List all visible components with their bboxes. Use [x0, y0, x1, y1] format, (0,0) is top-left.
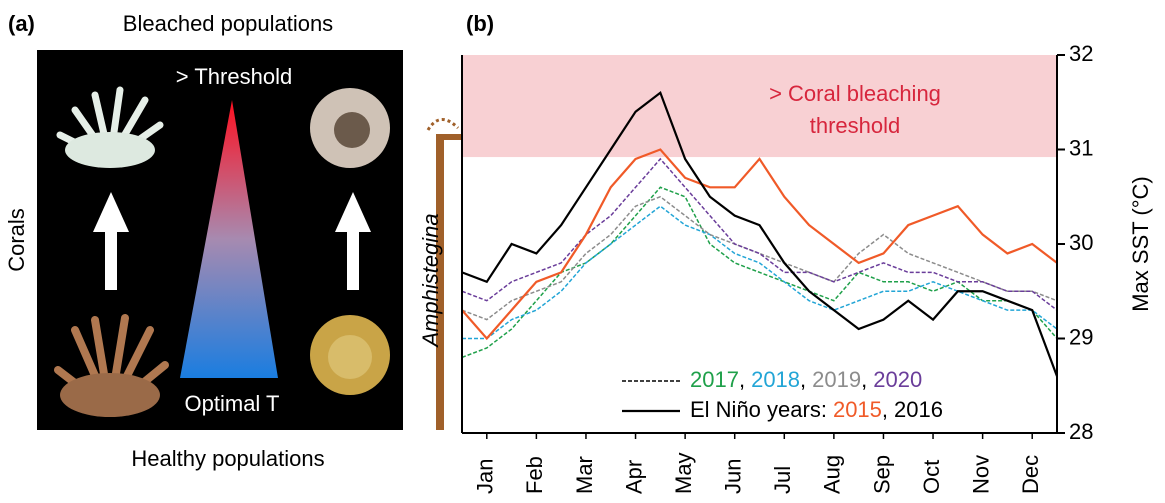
series-line: [462, 159, 1057, 310]
threshold-label: > Threshold: [176, 64, 292, 89]
legend-label: 2018: [751, 367, 800, 392]
x-tick-label: Aug: [820, 455, 845, 494]
legend-separator: ,: [800, 367, 806, 392]
legend-separator: ,: [861, 367, 867, 392]
side-label: Corals: [4, 208, 29, 272]
x-tick-label: May: [671, 452, 696, 494]
x-tick-label: Jul: [770, 466, 795, 494]
series-line: [462, 197, 1057, 320]
legend-label: 2019: [812, 367, 861, 392]
x-tick-label: Sep: [869, 455, 894, 494]
legend-entry: El Niño years:2015,2016: [690, 397, 943, 422]
organism-arrow: [428, 119, 458, 130]
panel-a: (a) Bleached populations Healthy populat…: [4, 11, 403, 471]
y-tick-label: 28: [1069, 419, 1093, 444]
series-line: [462, 187, 1057, 357]
x-tick-label: Jun: [721, 459, 746, 494]
organism-bar-cap: [436, 134, 464, 140]
legend-label: 2017: [690, 367, 739, 392]
panel-top-label: Bleached populations: [123, 11, 333, 36]
x-tick-label: Apr: [621, 460, 646, 494]
legend-group-label: El Niño years:: [690, 397, 827, 422]
legend-entry: 2017,2018,2019,2020: [690, 367, 922, 392]
optimal-label: Optimal T: [185, 391, 280, 416]
y-tick-label: 32: [1069, 41, 1093, 66]
page: (a) Bleached populations Healthy populat…: [0, 0, 1165, 503]
legend-separator: ,: [882, 397, 888, 422]
legend-separator: ,: [739, 367, 745, 392]
bleached-foram-center: [334, 112, 370, 148]
healthy-foram-center: [328, 335, 372, 379]
legend-label: 2016: [894, 397, 943, 422]
legend-label: 2020: [873, 367, 922, 392]
y-tick-label: 30: [1069, 230, 1093, 255]
annotation: threshold: [810, 113, 901, 138]
legend-label: 2015: [833, 397, 882, 422]
panel-label: (a): [8, 11, 35, 36]
x-tick-label: Feb: [522, 456, 547, 494]
figure: (a) Bleached populations Healthy populat…: [0, 0, 1165, 498]
threshold-band: [462, 55, 1057, 157]
x-tick-label: Nov: [968, 455, 993, 494]
x-tick-label: Jan: [473, 459, 498, 494]
y-axis-title: Max SST (°C): [1128, 176, 1153, 312]
series-line: [462, 150, 1057, 339]
panel-bottom-label: Healthy populations: [131, 446, 324, 471]
organism-label: Amphistegina: [418, 213, 443, 348]
x-tick-label: Mar: [572, 456, 597, 494]
y-tick-label: 29: [1069, 324, 1093, 349]
x-tick-label: Oct: [919, 460, 944, 494]
panel-label: (b): [466, 11, 494, 36]
y-tick-label: 31: [1069, 135, 1093, 160]
x-tick-label: Dec: [1018, 455, 1043, 494]
annotation: > Coral bleaching: [769, 81, 941, 106]
